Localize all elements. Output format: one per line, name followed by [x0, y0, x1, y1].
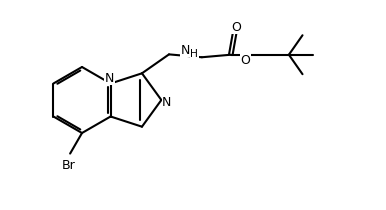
Text: N: N	[181, 44, 190, 57]
Text: Br: Br	[62, 159, 76, 172]
Text: N: N	[105, 71, 114, 84]
Text: O: O	[231, 21, 241, 34]
Text: O: O	[240, 54, 250, 67]
Text: H: H	[191, 49, 198, 59]
Text: N: N	[162, 96, 171, 109]
